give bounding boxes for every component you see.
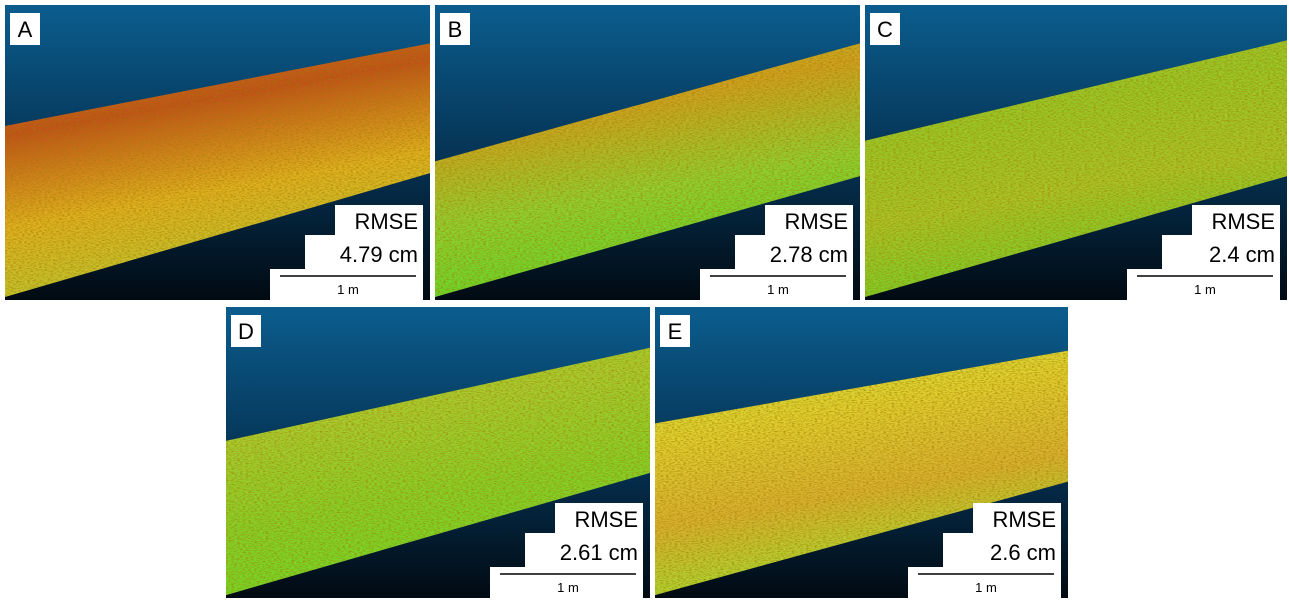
panel: C RMSE 2.4 cm 1 m [865,5,1287,300]
metric-label: RMSE [992,507,1056,532]
scale-label: 1 m [337,282,359,297]
scale-label: 1 m [557,580,579,595]
metric-label: RMSE [784,209,848,234]
rmse-value: 2.61 cm [560,540,638,565]
scale-label: 1 m [1194,282,1216,297]
panel: B RMSE 2.78 cm 1 m [435,5,860,300]
metric-label: RMSE [574,507,638,532]
rmse-value: 2.4 cm [1209,242,1275,267]
scale-label: 1 m [767,282,789,297]
rmse-value: 4.79 cm [340,242,418,267]
panel: D RMSE 2.61 cm 1 m [226,307,650,598]
metric-label: RMSE [1211,209,1275,234]
panel-label: A [18,17,33,42]
panel-label: D [238,319,254,344]
panel-label: C [877,17,893,42]
figure: A RMSE 4.79 cm 1 m B RMSE 2.78 cm 1 m C RMSE 2.4 c… [0,0,1289,600]
panel-label: B [448,17,463,42]
panel: E RMSE 2.6 cm 1 m [655,307,1068,598]
rmse-value: 2.78 cm [770,242,848,267]
rmse-value: 2.6 cm [990,540,1056,565]
metric-label: RMSE [354,209,418,234]
scale-label: 1 m [975,580,997,595]
panel-label: E [668,319,683,344]
panel: A RMSE 4.79 cm 1 m [5,5,430,300]
